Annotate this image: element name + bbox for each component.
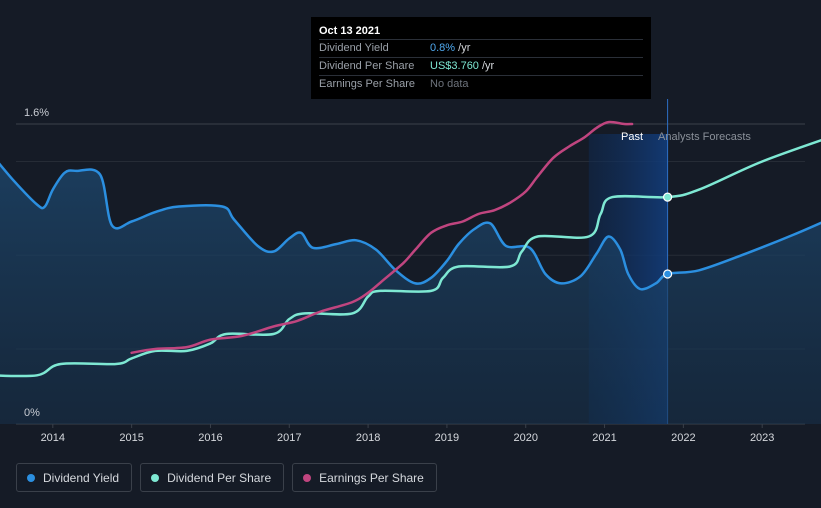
- legend-item-earnings-per-share[interactable]: Earnings Per Share: [292, 463, 437, 492]
- tooltip-row-earnings-per-share: Earnings Per Share No data: [319, 75, 643, 93]
- x-tick-label: 2018: [356, 432, 380, 444]
- past-label: Past: [621, 131, 643, 143]
- tooltip-row-name: Earnings Per Share: [319, 78, 415, 90]
- legend-dot-dividend-per-share: [151, 473, 160, 482]
- marker-layer: [662, 192, 673, 279]
- x-tick-label: 2014: [41, 432, 65, 444]
- dividend-per-share-line: [0, 139, 821, 378]
- x-tick-label: 2016: [198, 432, 222, 444]
- label-layer: 1.6% 0% Past Analysts Forecasts: [24, 107, 751, 419]
- legend-item-dividend-per-share[interactable]: Dividend Per Share: [140, 463, 285, 492]
- dividend-per-share-marker: [662, 192, 673, 202]
- tooltip: Oct 13 2021 Dividend Yield 0.8% /yr Divi…: [311, 17, 651, 99]
- tooltip-row-name: Dividend Yield: [319, 42, 389, 54]
- tooltip-row-value: No data: [430, 78, 469, 90]
- tooltip-row-name: Dividend Per Share: [319, 60, 415, 72]
- analysts-forecasts-label: Analysts Forecasts: [658, 131, 751, 143]
- legend-label: Dividend Per Share: [167, 470, 272, 485]
- earnings-per-share-line: [130, 120, 634, 355]
- legend-item-dividend-yield[interactable]: Dividend Yield: [16, 463, 133, 492]
- tooltip-row-unit: /yr: [455, 42, 471, 54]
- x-tick-label: 2021: [592, 432, 616, 444]
- line-layer: [0, 120, 821, 378]
- legend-dot-earnings-per-share: [303, 473, 312, 482]
- legend-dot-dividend-yield: [27, 473, 35, 482]
- y-axis-top-label: 1.6%: [24, 107, 49, 119]
- tooltip-date: Oct 13 2021: [319, 25, 381, 37]
- x-tick-label: 2019: [435, 432, 459, 444]
- x-axis-ticks: 2014 2015 2016 2017 2018 2019 2020 2021 2022 2023: [41, 424, 774, 444]
- tooltip-row-unit: /yr: [478, 60, 495, 72]
- legend-label: Dividend Yield: [43, 470, 120, 485]
- tooltip-row-dividend-yield: Dividend Yield 0.8% /yr: [319, 39, 643, 57]
- tooltip-row-dividend-per-share: Dividend Per Share US$3.760 /yr: [319, 57, 643, 75]
- legend: Dividend Yield Dividend Per Share Earnin…: [16, 463, 437, 492]
- x-tick-label: 2017: [277, 432, 301, 444]
- x-tick-label: 2020: [513, 432, 537, 444]
- tooltip-row-value: 0.8%: [430, 42, 456, 54]
- x-tick-label: 2023: [750, 432, 774, 444]
- dividend-yield-marker: [662, 269, 673, 279]
- x-tick-label: 2015: [119, 432, 143, 444]
- x-tick-label: 2022: [671, 432, 695, 444]
- dividend-yield-area: [0, 164, 821, 424]
- y-axis-bottom-label: 0%: [24, 407, 40, 419]
- tooltip-row-value: US$3.760: [430, 60, 479, 72]
- legend-label: Earnings Per Share: [319, 470, 424, 485]
- area-layer: [0, 164, 821, 424]
